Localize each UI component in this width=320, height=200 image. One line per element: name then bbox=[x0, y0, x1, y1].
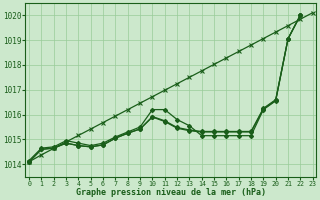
X-axis label: Graphe pression niveau de la mer (hPa): Graphe pression niveau de la mer (hPa) bbox=[76, 188, 266, 197]
